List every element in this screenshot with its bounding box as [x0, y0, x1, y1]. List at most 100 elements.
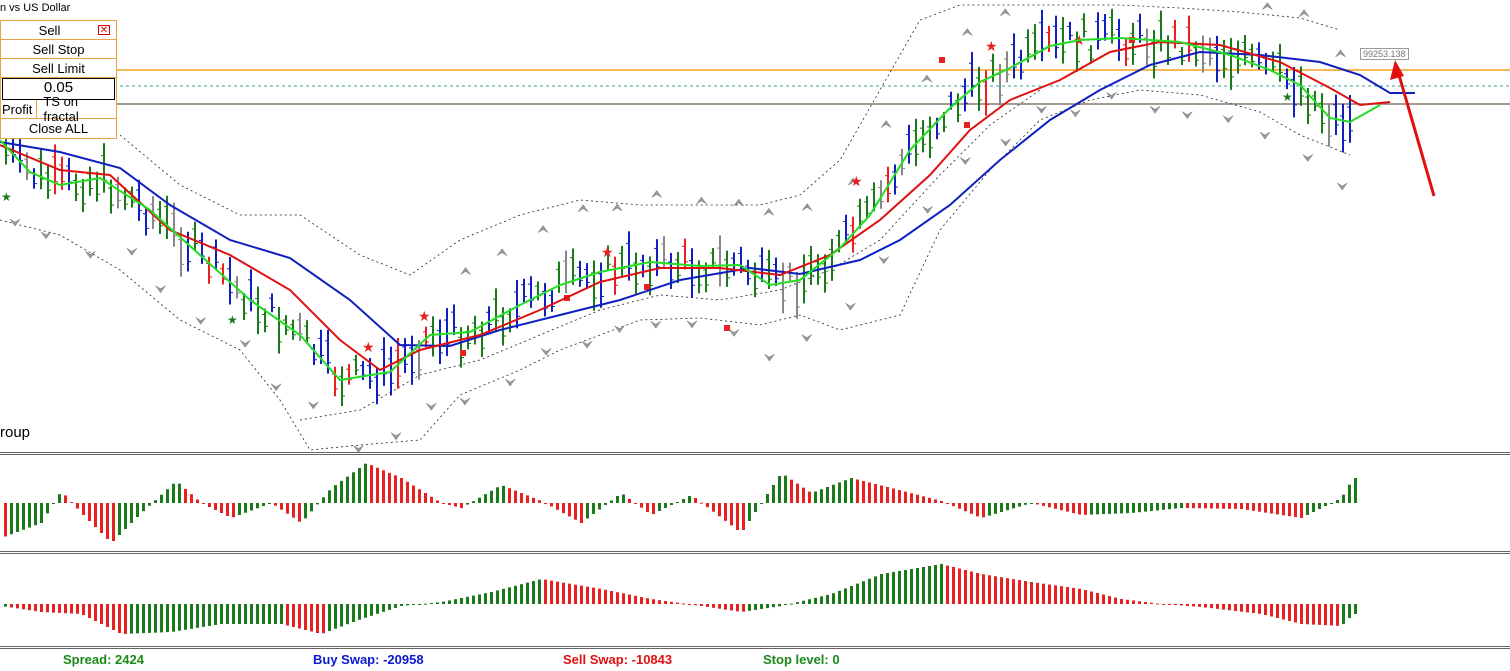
price-label: 99253.138 [1360, 48, 1409, 60]
osc2-bar [76, 604, 79, 614]
close-x-icon[interactable]: ✕ [98, 25, 110, 36]
sell-button[interactable]: Sell ✕ [1, 21, 116, 40]
profit-button[interactable]: Profit [2, 101, 33, 117]
osc1-bar [706, 503, 709, 508]
osc2-bar [1156, 603, 1159, 605]
osc2-bar [808, 599, 811, 604]
osc1-bar [652, 503, 655, 514]
osc2-bar [1090, 591, 1093, 604]
osc1-bar [1216, 503, 1219, 509]
osc2-bar [520, 584, 523, 604]
fractal-down-icon [845, 302, 856, 311]
osc2-bar [1036, 582, 1039, 604]
osc1-bar [946, 503, 949, 504]
annotation-arrow-head-icon [1390, 60, 1404, 80]
osc2-bar [676, 602, 679, 604]
osc1-bar [364, 463, 367, 503]
osc1-bar [1132, 503, 1135, 513]
osc1-bar [766, 494, 769, 503]
fractal-down-icon [650, 321, 661, 329]
fractal-up-icon [1262, 2, 1273, 10]
osc2-bar [760, 604, 763, 609]
osc2-bar [1282, 604, 1285, 620]
signal-star-icon: ★ [1, 190, 12, 204]
osc2-bar [1192, 604, 1195, 607]
osc2-bar [472, 595, 475, 604]
osc1-bar [688, 496, 691, 503]
osc2-bar [910, 569, 913, 604]
osc2-bar [310, 604, 313, 632]
osc2-bar [538, 579, 541, 604]
signal-square-icon [724, 325, 730, 331]
osc1-bar [196, 499, 199, 503]
osc2-bar [1312, 604, 1315, 625]
osc2-bar [490, 592, 493, 604]
osc1-bar [220, 503, 223, 513]
osc1-bar [316, 503, 319, 505]
osc1-bar [598, 503, 601, 510]
osc2-bar [400, 604, 403, 606]
osc2-bar [586, 586, 589, 604]
fractal-up-icon [801, 203, 813, 211]
osc2-bar [988, 575, 991, 604]
osc1-bar [1270, 503, 1273, 514]
signal-star-icon: ★ [227, 313, 238, 327]
osc1-bar [1348, 484, 1351, 503]
osc2-bar [1276, 604, 1279, 618]
osc1-bar [1186, 503, 1189, 509]
fractal-down-icon [1222, 115, 1234, 124]
osc2-bar [1174, 604, 1177, 606]
osc2-bar [736, 604, 739, 612]
osc1-bar [340, 480, 343, 503]
osc2-bar [388, 604, 391, 610]
osc2-bar [442, 601, 445, 604]
osc1-bar [1240, 503, 1243, 509]
osc2-bar [382, 604, 385, 612]
osc1-bar [298, 503, 301, 522]
osc2-bar [190, 604, 193, 629]
osc2-bar [298, 604, 301, 629]
osc2-bar [790, 603, 793, 605]
osc2-bar [1198, 604, 1201, 607]
signal-square-icon [644, 284, 650, 290]
osc1-bar [1276, 503, 1279, 515]
osc2-bar [1006, 578, 1009, 604]
osc2-bar [430, 603, 433, 604]
osc2-bar [334, 604, 337, 629]
fractal-up-icon [612, 203, 623, 212]
osc2-bar [664, 600, 667, 604]
ts-fractal-button[interactable]: TS on fractal [43, 94, 79, 124]
osc1-bar [604, 503, 607, 505]
osc2-bar [766, 604, 769, 609]
osc1-bar [742, 503, 745, 530]
subwindow-separator-2[interactable] [0, 551, 1510, 554]
sell-stop-button[interactable]: Sell Stop [1, 40, 116, 59]
osc1-bar [670, 503, 673, 505]
osc1-bar [1120, 503, 1123, 514]
osc1-bar [838, 482, 841, 503]
osc1-bar [934, 499, 937, 503]
osc2-bar [1018, 580, 1021, 604]
osc2-bar [982, 574, 985, 604]
osc1-bar [394, 475, 397, 503]
subwindow-separator-1[interactable] [0, 452, 1510, 455]
osc1-bar [112, 503, 115, 541]
osc1-bar [250, 503, 253, 511]
sell-limit-button[interactable]: Sell Limit [1, 59, 116, 78]
osc2-bar [58, 604, 61, 613]
close-all-button[interactable]: Close ALL [1, 119, 116, 138]
osc2-bar [1120, 599, 1123, 604]
fractal-down-icon [764, 353, 775, 362]
fractal-up-icon [460, 267, 471, 275]
osc2-bar [10, 604, 13, 608]
osc2-bar [748, 604, 751, 611]
lot-size-input[interactable]: 0.05 [2, 78, 115, 100]
osc2-bar [1180, 604, 1183, 606]
osc2-bar [826, 594, 829, 604]
osc1-bar [1222, 503, 1225, 509]
osc2-bar [196, 604, 199, 628]
osc1-bar [886, 487, 889, 503]
osc1-bar [1246, 503, 1249, 510]
fractal-down-icon [426, 403, 437, 411]
